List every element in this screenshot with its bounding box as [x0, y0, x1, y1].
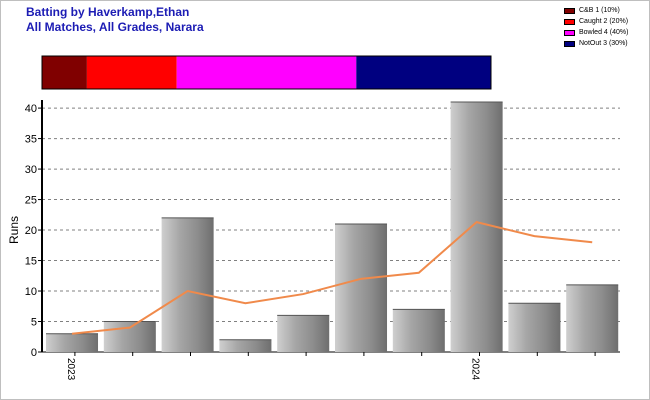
bar — [161, 217, 214, 352]
legend-label: Caught 2 (20%) — [579, 18, 629, 25]
legend-item: Caught 2 (20%) — [564, 16, 628, 27]
legend-swatch — [564, 18, 575, 25]
bar — [103, 321, 156, 352]
y-tick-label: 20 — [25, 225, 37, 237]
dismissal-segment — [42, 56, 87, 89]
legend-item: NotOut 3 (30%) — [564, 38, 628, 49]
y-tick-label: 30 — [25, 164, 37, 176]
legend-item: Bowled 4 (40%) — [564, 27, 628, 38]
dismissal-segment — [176, 56, 357, 89]
dismissal-bar-outline — [41, 55, 492, 90]
legend-swatch — [564, 40, 575, 47]
y-tick-label: 0 — [31, 347, 37, 359]
chart-title: Batting by Haverkamp,Ethan — [26, 5, 190, 19]
dismissal-segment — [86, 56, 177, 89]
y-tick-label: 35 — [25, 134, 37, 146]
bar — [219, 339, 272, 352]
legend: C&B 1 (10%) Caught 2 (20%) Bowled 4 (40%) N… — [564, 5, 628, 49]
y-tick-label: 25 — [25, 195, 37, 207]
legend-item: C&B 1 (10%) — [564, 5, 628, 16]
legend-label: NotOut 3 (30%) — [579, 40, 628, 47]
x-tick-label: 2024 — [470, 358, 481, 381]
bar — [277, 315, 330, 352]
y-axis-label: Runs — [7, 216, 21, 244]
legend-label: C&B 1 (10%) — [579, 7, 620, 14]
y-tick-label: 10 — [25, 286, 37, 298]
dismissal-bar — [41, 55, 492, 90]
axis-labels: 0 5 10 15 20 25 30 35 40 Runs 2023 2024 — [7, 103, 481, 381]
bars — [46, 101, 619, 352]
y-tick-label: 40 — [25, 103, 37, 115]
bar — [508, 303, 561, 352]
legend-label: Bowled 4 (40%) — [579, 29, 629, 36]
x-tick-label: 2023 — [65, 358, 76, 381]
legend-swatch — [564, 7, 575, 14]
average-line — [71, 221, 593, 335]
y-tick-label: 15 — [25, 256, 37, 268]
dismissal-segment — [356, 56, 491, 89]
bar — [335, 223, 388, 352]
legend-swatch — [564, 29, 575, 36]
chart-subtitle: All Matches, All Grades, Narara — [26, 20, 204, 34]
y-tick-label: 5 — [31, 317, 37, 329]
bar — [566, 284, 619, 352]
bar — [392, 309, 445, 352]
line-path — [71, 221, 593, 335]
bar — [46, 333, 99, 352]
